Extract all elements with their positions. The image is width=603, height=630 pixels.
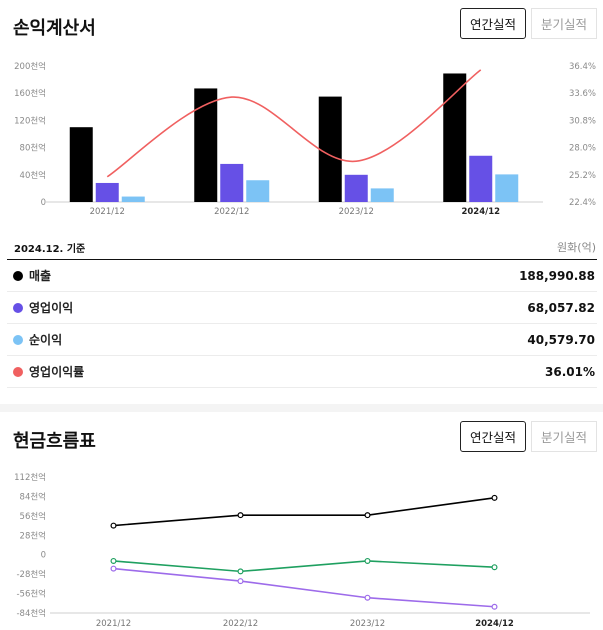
bar-operating-profit (95, 182, 119, 202)
legend-dot (13, 366, 23, 377)
y2-tick-label: 36.4% (569, 62, 596, 72)
bar-net-income (246, 180, 270, 202)
cashflow-data-point (237, 512, 244, 519)
legend-dot (13, 302, 23, 313)
y-tick-label: 112천억 (14, 472, 46, 483)
cashflow-series-line (113, 560, 495, 573)
section-divider (0, 404, 603, 412)
y2-tick-label: 22.4% (569, 198, 596, 208)
cashflow-data-point (491, 494, 498, 501)
income-summary-table: 매출 188,990.88 영업이익 68,057.82 순이익 40,579.… (7, 259, 597, 388)
y2-tick-label: 28.0% (569, 144, 596, 154)
x-tick-label: 2024/12 (461, 207, 500, 217)
table-row: 순이익 40,579.70 (7, 324, 597, 356)
income-period-tabs: 연간실적 분기실적 (455, 8, 597, 39)
cashflow-data-point (237, 578, 244, 585)
x-tick-label: 2021/12 (96, 619, 131, 629)
y2-tick-label: 30.8% (569, 116, 596, 126)
income-chart: 0 40천억 80천억 120천억 160천억 200천억 22.4% 25.2% 28.0% 3… (14, 61, 596, 217)
x-tick-label: 2022/12 (214, 207, 249, 217)
table-row: 매출 188,990.88 (7, 260, 597, 292)
cashflow-series-line (113, 567, 495, 608)
cashflow-data-point (110, 557, 117, 564)
row-value: 188,990.88 (519, 268, 595, 283)
bar-operating-profit (220, 163, 244, 202)
bar-revenue (443, 73, 467, 202)
cashflow-data-point (491, 564, 498, 571)
cashflow-data-point (364, 594, 371, 601)
income-statement-title: 손익계산서 (13, 18, 96, 39)
y-tick-label: 0 (41, 551, 46, 561)
tab-quarterly[interactable]: 분기실적 (530, 8, 597, 39)
bar-operating-profit (469, 155, 493, 202)
row-value: 36.01% (545, 364, 595, 379)
cashflow-data-point (237, 568, 244, 575)
row-value: 40,579.70 (527, 332, 595, 347)
y-tick-label: 40천억 (20, 170, 46, 181)
legend-dot (13, 270, 23, 281)
currency-unit: 원화(억) (557, 241, 596, 254)
bar-revenue (318, 96, 342, 202)
cashflow-data-point (491, 603, 498, 610)
y-tick-label: -84천억 (16, 608, 46, 619)
x-tick-label: 2023/12 (339, 207, 374, 217)
tab-annual[interactable]: 연간실적 (459, 8, 526, 39)
y2-tick-label: 33.6% (569, 89, 596, 99)
x-tick-label: 2023/12 (350, 619, 385, 629)
x-tick-label: 2022/12 (223, 619, 258, 629)
y2-tick-label: 25.2% (569, 171, 596, 181)
bar-net-income (495, 174, 519, 202)
row-label: 영업이익 (29, 301, 74, 315)
cashflow-data-point (110, 565, 117, 572)
table-row: 영업이익률 36.01% (7, 356, 597, 388)
y-tick-label: 80천억 (20, 143, 46, 154)
basis-date: 2024.12. 기준 (14, 244, 86, 255)
tab-quarterly[interactable]: 분기실적 (530, 421, 597, 452)
y-tick-label: 120천억 (14, 115, 46, 126)
y-tick-label: 160천억 (14, 88, 46, 99)
cashflow-title: 현금흐름표 (13, 431, 96, 452)
cashflow-series-line (113, 497, 495, 527)
y-tick-label: -56천억 (16, 589, 46, 600)
operating-margin-line (106, 69, 482, 178)
bar-net-income (370, 188, 394, 202)
row-label: 순이익 (29, 333, 63, 347)
bar-revenue (194, 88, 218, 202)
legend-dot (13, 334, 23, 345)
tab-annual[interactable]: 연간실적 (459, 421, 526, 452)
cashflow-data-point (364, 512, 371, 519)
cashflow-period-tabs: 연간실적 분기실적 (455, 421, 597, 452)
y-tick-label: 0 (41, 198, 46, 208)
row-value: 68,057.82 (527, 300, 595, 315)
y-tick-label: 84천억 (20, 491, 46, 502)
cashflow-data-point (110, 522, 117, 529)
bar-operating-profit (344, 174, 368, 202)
row-label: 영업이익률 (29, 365, 85, 379)
row-label: 매출 (29, 269, 52, 283)
table-row: 영업이익 68,057.82 (7, 292, 597, 324)
x-tick-label: 2021/12 (90, 207, 125, 217)
bar-net-income (121, 196, 145, 202)
x-tick-label: 2024/12 (475, 619, 514, 629)
cashflow-data-point (364, 557, 371, 564)
y-tick-label: 200천억 (14, 61, 46, 72)
y-tick-label: 28천억 (20, 530, 46, 541)
y-tick-label: -28천억 (16, 569, 46, 580)
y-tick-label: 56천억 (20, 511, 46, 522)
bar-revenue (69, 127, 93, 202)
